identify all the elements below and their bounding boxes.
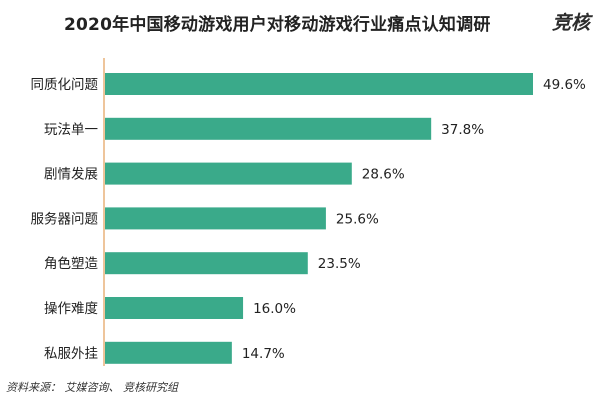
bar [105, 117, 432, 140]
data-label: 25.6% [336, 211, 379, 227]
source-note: 资料来源： 艾媒咨询、 竞核研究组 [6, 381, 178, 394]
category-label: 私服外挂 [44, 346, 98, 362]
bar [105, 252, 308, 275]
bar [105, 207, 326, 230]
bar [105, 162, 352, 185]
chart-title: 2020年中国移动游戏用户对移动游戏行业痛点认知调研 [64, 15, 491, 35]
category-label: 同质化问题 [31, 77, 99, 93]
data-label: 28.6% [362, 167, 405, 183]
bar [105, 341, 232, 364]
data-label: 49.6% [543, 77, 586, 93]
category-label: 玩法单一 [44, 122, 98, 138]
data-label: 37.8% [441, 122, 484, 138]
data-label: 14.7% [242, 346, 285, 362]
category-label: 角色塑造 [44, 255, 98, 272]
category-label: 剧情发展 [44, 167, 98, 183]
bar [105, 73, 533, 95]
data-label: 23.5% [318, 256, 361, 272]
category-label: 服务器问题 [31, 211, 99, 227]
category-label: 操作难度 [44, 301, 98, 317]
bar [105, 297, 244, 319]
data-label: 16.0% [253, 301, 296, 317]
brand-logo: 竞核 [552, 12, 591, 34]
